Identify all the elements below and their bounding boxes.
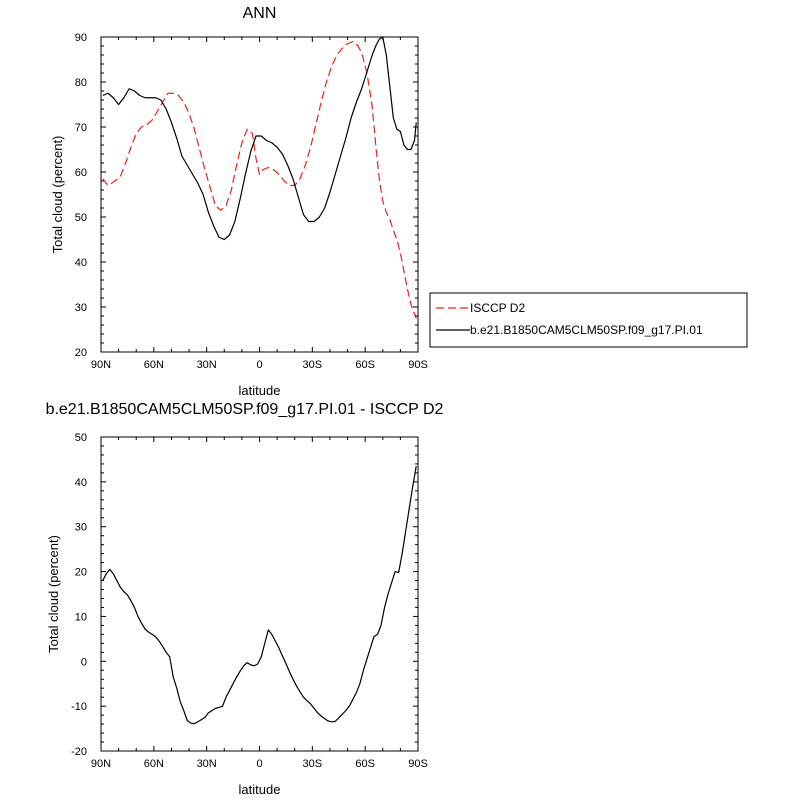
y-tick-label: 70 — [75, 122, 87, 134]
x-tick-label: 90N — [91, 359, 111, 371]
y-tick-label: 20 — [75, 347, 87, 359]
y-tick-label: 30 — [75, 302, 87, 314]
y-tick-label: 40 — [75, 477, 87, 489]
x-axis-label: latitude — [239, 782, 281, 797]
y-tick-label: 40 — [75, 257, 87, 269]
series-line-1 — [102, 40, 417, 319]
x-tick-label: 90S — [408, 758, 428, 770]
y-tick-label: 10 — [75, 611, 87, 623]
chart-2: 90N 60N 30N 0 30S 60S 90S -20 -10 0 10 20 30 40 50 b.e2… — [46, 401, 444, 797]
plot-frame — [100, 36, 419, 353]
x-tick-label: 60N — [144, 359, 164, 371]
y-tick-label: 30 — [75, 522, 87, 534]
y-tick-label: 20 — [75, 567, 87, 579]
y-tick-label: 0 — [81, 656, 87, 668]
legend-box — [429, 292, 748, 348]
x-tick-label: 90S — [408, 359, 428, 371]
plot-frame — [100, 436, 419, 752]
x-tick-label: 0 — [256, 359, 262, 371]
chart-title: ANN — [243, 5, 277, 22]
x-tick-label: 0 — [256, 758, 262, 770]
y-tick-label: 50 — [75, 212, 87, 224]
y-tick-label: 90 — [75, 32, 87, 44]
x-axis-label: latitude — [239, 383, 281, 398]
legend-label-2: b.e21.B1850CAM5CLM50SP.f09_g17.PI.01 — [470, 323, 703, 337]
x-tick-label: 30N — [197, 359, 217, 371]
y-axis-label: Total cloud (percent) — [50, 136, 65, 254]
x-tick-label: 90N — [91, 758, 111, 770]
x-tick-label: 30S — [303, 359, 323, 371]
x-tick-label: 60S — [355, 758, 375, 770]
y-tick-label: 80 — [75, 77, 87, 89]
chart-1: 90N 60N 30N 0 30S 60S 90S 20 30 40 50 60 70 80 90 ANN la… — [50, 5, 748, 398]
x-tick-label: 60S — [355, 359, 375, 371]
y-tick-label: 50 — [75, 432, 87, 444]
y-tick-label: -20 — [71, 746, 87, 758]
chart-title: b.e21.B1850CAM5CLM50SP.f09_g17.PI.01 - I… — [46, 401, 444, 418]
y-tick-label: 60 — [75, 167, 87, 179]
y-tick-label: -10 — [71, 701, 87, 713]
y-axis-label: Total cloud (percent) — [46, 535, 61, 653]
x-tick-label: 60N — [144, 758, 164, 770]
x-tick-label: 30N — [197, 758, 217, 770]
legend: ISCCP D2 b.e21.B1850CAM5CLM50SP.f09_g17.P… — [429, 292, 748, 348]
series-line-1 — [102, 466, 417, 725]
series-line-2 — [102, 36, 417, 241]
legend-label-1: ISCCP D2 — [470, 301, 525, 315]
x-tick-label: 30S — [303, 758, 323, 770]
